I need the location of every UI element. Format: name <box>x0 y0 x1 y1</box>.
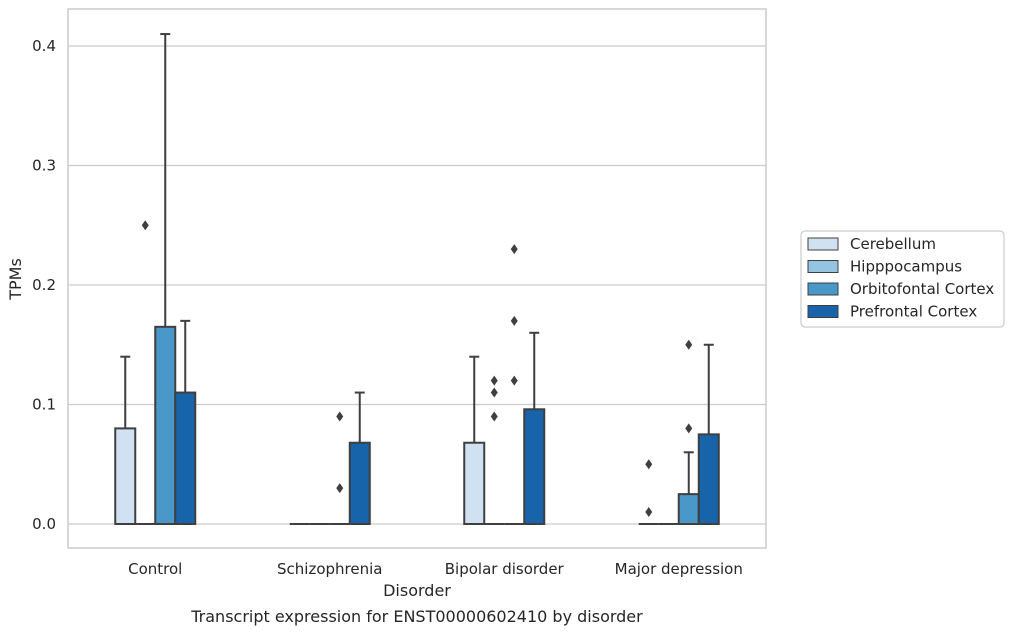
outlier-point <box>336 411 344 422</box>
outlier-point <box>510 375 518 386</box>
series-cerebellum <box>114 355 659 525</box>
legend-swatch <box>807 282 839 296</box>
outlier-point <box>510 244 518 255</box>
y-tick-label: 0.3 <box>32 157 56 175</box>
y-tick-labels: 0.0 0.1 0.2 0.3 0.4 <box>32 37 56 533</box>
box-prefrontal-cortex-schizophrenia <box>348 391 371 525</box>
box-orbitofontal-cortex-major-depression <box>677 339 700 525</box>
legend-label: Prefrontal Cortex <box>850 303 977 321</box>
legend: Cerebellum Hipppocampus Orbitofontal Corte… <box>800 230 1005 328</box>
outlier-point <box>490 375 498 386</box>
outlier-point <box>645 507 653 518</box>
y-tick-label: 0.4 <box>32 37 56 55</box>
x-tick-label-major-depression: Major depression <box>615 560 743 578</box>
outlier-point <box>685 423 693 434</box>
legend-label: Orbitofontal Cortex <box>850 280 994 298</box>
outlier-point <box>336 483 344 494</box>
outlier-point <box>490 387 498 398</box>
box-prefrontal-cortex-bipolar-disorder <box>523 331 546 525</box>
x-axis-label: Disorder <box>383 581 451 600</box>
legend-label: Hipppocampus <box>850 258 962 276</box>
box-cerebellum-control <box>114 355 137 525</box>
outlier-point <box>645 459 653 470</box>
box-body <box>348 441 371 525</box>
series-orbitofontal-cortex <box>154 33 700 526</box>
series-hipppocampus <box>135 220 679 525</box>
chart-caption: Transcript expression for ENST0000060241… <box>190 607 643 626</box>
plot-frame <box>67 8 767 549</box>
outlier-point <box>510 315 518 326</box>
legend-frame <box>800 230 1005 328</box>
box-marks <box>114 33 720 526</box>
outlier-point <box>685 339 693 350</box>
legend-label: Cerebellum <box>850 235 936 253</box>
legend-item-cerebellum: Cerebellum <box>807 235 936 253</box>
x-tick-label-control: Control <box>128 560 182 578</box>
box-prefrontal-cortex-major-depression <box>697 343 720 525</box>
series-prefrontal-cortex <box>174 319 720 525</box>
outlier-point <box>141 220 149 231</box>
y-axis-label: TPMs <box>6 258 25 301</box>
box-cerebellum-major-depression <box>638 459 659 525</box>
box-orbitofontal-cortex-control <box>154 33 177 526</box>
box-body <box>523 408 546 525</box>
legend-item-prefrontal-cortex: Prefrontal Cortex <box>807 303 977 321</box>
x-tick-labels: Control Schizophrenia Bipolar disorder Majo… <box>128 560 743 578</box>
legend-swatch <box>807 305 839 318</box>
box-hipppocampus-control <box>135 220 156 525</box>
box-cerebellum-bipolar-disorder <box>463 355 486 525</box>
box-body <box>114 427 137 525</box>
y-tick-label: 0.0 <box>32 515 56 533</box>
y-tick-label: 0.1 <box>32 396 56 414</box>
box-orbitofontal-cortex-bipolar-disorder <box>504 244 525 525</box>
box-prefrontal-cortex-control <box>174 319 197 525</box>
box-body <box>463 441 486 525</box>
box-body <box>174 391 197 525</box>
box-hipppocampus-bipolar-disorder <box>484 375 505 525</box>
y-tick-label: 0.2 <box>32 276 56 294</box>
outlier-point <box>490 411 498 422</box>
legend-item-hipppocampus: Hipppocampus <box>807 258 962 276</box>
legend-swatch <box>807 237 839 251</box>
box-orbitofontal-cortex-schizophrenia <box>329 411 350 525</box>
x-tick-label-schizophrenia: Schizophrenia <box>277 560 382 578</box>
x-tick-label-bipolar-disorder: Bipolar disorder <box>445 560 565 578</box>
box-body <box>154 325 177 526</box>
legend-swatch <box>807 260 839 273</box>
legend-item-orbitofontal-cortex: Orbitofontal Cortex <box>807 280 994 298</box>
box-body <box>677 493 700 525</box>
box-body <box>697 433 720 525</box>
